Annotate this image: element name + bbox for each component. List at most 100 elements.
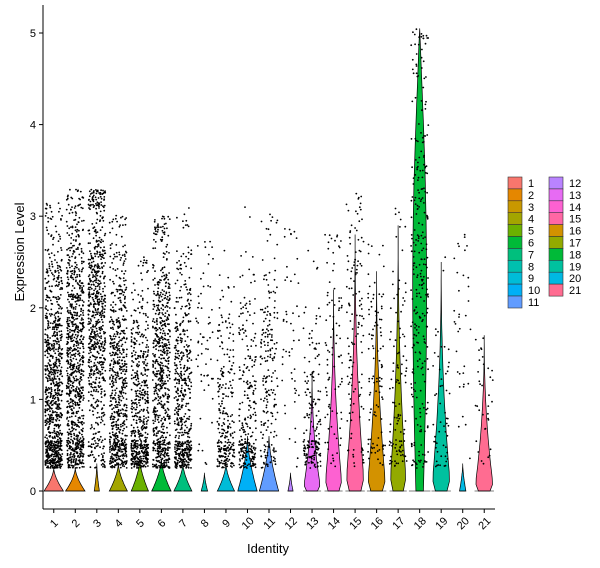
point — [93, 316, 96, 319]
point — [124, 270, 127, 272]
point — [49, 315, 52, 317]
point — [152, 370, 155, 373]
point — [60, 276, 63, 279]
point — [66, 382, 69, 384]
point — [195, 320, 198, 323]
point — [47, 369, 50, 372]
point — [111, 320, 114, 323]
point — [117, 427, 120, 430]
point — [100, 453, 103, 455]
point — [157, 228, 159, 231]
point — [117, 424, 120, 426]
point — [163, 403, 166, 405]
point — [179, 428, 182, 431]
point — [159, 380, 162, 383]
point — [67, 338, 70, 340]
point — [166, 227, 168, 230]
point — [59, 407, 62, 410]
point — [140, 443, 143, 445]
point — [73, 389, 75, 391]
point — [166, 317, 169, 320]
point — [162, 313, 165, 316]
point — [54, 361, 57, 364]
point — [89, 280, 92, 283]
point — [163, 459, 166, 462]
point — [76, 296, 79, 299]
point — [124, 449, 127, 452]
point — [71, 334, 74, 337]
point — [166, 449, 169, 451]
point — [58, 425, 61, 428]
point — [96, 285, 99, 288]
point — [74, 297, 77, 299]
point — [97, 318, 100, 321]
point — [90, 390, 93, 393]
point — [179, 431, 181, 434]
point — [186, 453, 189, 456]
point — [130, 434, 133, 437]
point — [143, 443, 146, 446]
point — [53, 443, 55, 445]
point — [164, 436, 167, 439]
point — [96, 270, 99, 273]
point — [157, 223, 159, 226]
point — [49, 395, 52, 398]
point — [77, 342, 80, 344]
point — [66, 254, 69, 257]
point — [74, 369, 77, 372]
point — [70, 304, 73, 307]
point — [98, 362, 100, 365]
point — [114, 433, 116, 436]
point — [102, 465, 104, 468]
point — [55, 230, 58, 233]
point — [74, 229, 77, 232]
point — [114, 448, 117, 451]
point — [75, 459, 77, 462]
point — [207, 285, 210, 287]
point — [76, 436, 79, 438]
point — [88, 329, 91, 331]
point — [111, 262, 113, 264]
point — [73, 273, 76, 276]
point — [134, 343, 137, 345]
point — [102, 189, 104, 192]
point — [93, 300, 95, 303]
point — [76, 314, 78, 317]
point — [119, 356, 121, 358]
point — [67, 464, 70, 467]
point — [89, 445, 91, 448]
point — [99, 332, 101, 335]
point — [136, 466, 138, 468]
point — [144, 393, 147, 395]
point — [54, 325, 57, 328]
point — [79, 299, 82, 301]
point — [76, 292, 79, 295]
point — [53, 436, 56, 439]
point — [135, 364, 138, 367]
point — [92, 298, 95, 301]
point — [166, 306, 169, 308]
point — [109, 320, 112, 323]
point — [114, 423, 117, 426]
point — [200, 292, 202, 295]
point — [98, 336, 101, 338]
point — [72, 376, 75, 378]
point — [92, 437, 95, 440]
point — [110, 449, 113, 452]
point — [146, 375, 149, 377]
point — [188, 415, 191, 418]
point — [113, 253, 116, 256]
point — [120, 353, 123, 355]
point — [71, 276, 74, 279]
point — [125, 385, 128, 388]
point — [197, 449, 200, 452]
point — [144, 436, 147, 439]
point — [139, 455, 142, 458]
point — [97, 197, 100, 199]
point — [51, 328, 54, 330]
point — [73, 377, 76, 380]
point — [58, 345, 61, 347]
point — [59, 424, 62, 426]
point — [69, 384, 72, 386]
point — [139, 410, 141, 413]
